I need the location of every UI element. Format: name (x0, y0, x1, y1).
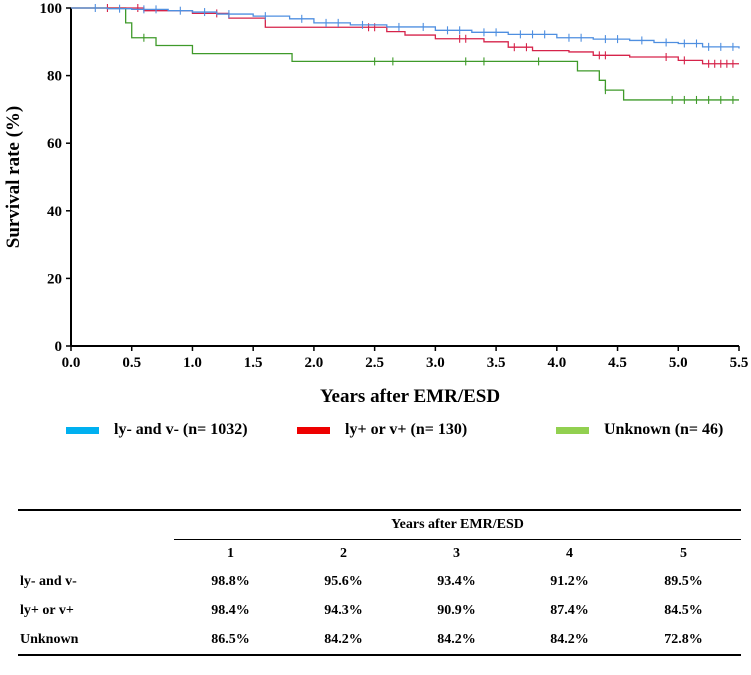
legend-item-ly-v-neg: ly- and v- (n= 1032) (66, 421, 248, 439)
y-tick-label: 20 (47, 271, 62, 287)
table-cell: 90.9% (437, 602, 476, 618)
y-tick-label: 100 (40, 1, 63, 17)
chart-legend: ly- and v- (n= 1032) ly+ or v+ (n= 130) … (0, 421, 751, 445)
x-tick-label: 2.0 (305, 355, 324, 371)
table-cell: 98.8% (211, 573, 250, 589)
table-group-header-row: Years after EMR/ESD (18, 510, 741, 540)
x-tick-label: 3.0 (426, 355, 445, 371)
table-year-header: 4 (566, 545, 573, 561)
survival-curve-line (71, 7, 739, 101)
survival-table: Years after EMR/ESD 1 2 3 4 5 ly- and v-… (18, 509, 741, 656)
y-tick-label: 60 (47, 136, 62, 152)
table-cell: 95.6% (324, 573, 363, 589)
chart-axes: 0.0 0.5 1.0 1.5 2.0 2.5 3.0 3.5 4.0 4.5 5.0 5.5 0 20 4… (40, 1, 749, 371)
x-tick-label: 5.5 (730, 355, 749, 371)
table-cell: 93.4% (437, 573, 476, 589)
x-tick-label: 3.5 (487, 355, 506, 371)
table-cell: 84.2% (437, 631, 476, 647)
series-0 (71, 4, 740, 51)
table-row: Unknown 86.5% 84.2% 84.2% 84.2% 72.8% (18, 625, 741, 655)
table-year-header-row: 1 2 3 4 5 (18, 540, 741, 568)
legend-label: ly- and v- (n= 1032) (114, 421, 248, 438)
legend-swatch-blue (66, 426, 99, 434)
table-row-label: Unknown (20, 631, 79, 647)
table-cell: 98.4% (211, 602, 250, 618)
x-tick-label: 0.5 (122, 355, 141, 371)
table-cell: 87.4% (550, 602, 589, 618)
y-axis-title: Survival rate (%) (3, 106, 24, 248)
table-row-label: ly+ or v+ (20, 602, 74, 618)
table-cell: 91.2% (550, 573, 589, 589)
x-tick-label: 0.0 (62, 355, 81, 371)
x-tick-label: 1.0 (183, 355, 202, 371)
table-row-label: ly- and v- (20, 573, 77, 589)
survival-curve-line (71, 7, 740, 49)
table-cell: 89.5% (664, 573, 703, 589)
legend-label: Unknown (n= 46) (604, 421, 724, 438)
x-axis-title: Years after EMR/ESD (320, 386, 500, 407)
x-tick-label: 1.5 (244, 355, 263, 371)
table-cell: 86.5% (211, 631, 250, 647)
y-tick-label: 80 (47, 69, 62, 85)
legend-label: ly+ or v+ (n= 130) (345, 421, 468, 438)
table-corner-cell (18, 510, 174, 540)
table-group-header: Years after EMR/ESD (174, 510, 741, 540)
x-tick-label: 4.0 (547, 355, 566, 371)
table-row: ly+ or v+ 98.4% 94.3% 90.9% 87.4% 84.5% (18, 596, 741, 625)
table-cell: 84.5% (664, 602, 703, 618)
table-cell: 84.2% (550, 631, 589, 647)
legend-item-unknown: Unknown (n= 46) (556, 421, 723, 439)
table-year-header: 3 (453, 545, 460, 561)
survival-chart: 0.0 0.5 1.0 1.5 2.0 2.5 3.0 3.5 4.0 4.5 5.0 5.5 0 20 4… (3, 1, 749, 407)
y-tick-label: 40 (47, 204, 62, 220)
table-cell: 94.3% (324, 602, 363, 618)
x-tick-label: 4.5 (608, 355, 627, 371)
chart-series-layer (71, 4, 740, 104)
table-row: ly- and v- 98.8% 95.6% 93.4% 91.2% 89.5% (18, 567, 741, 596)
series-2 (71, 7, 739, 104)
table-cell: 72.8% (664, 631, 703, 647)
x-tick-label: 5.0 (669, 355, 688, 371)
legend-swatch-green (556, 426, 589, 434)
y-tick-label: 0 (55, 339, 63, 355)
survival-curve-line (71, 7, 739, 65)
table-cell: 84.2% (324, 631, 363, 647)
table-year-header: 2 (340, 545, 347, 561)
table-year-header: 5 (680, 545, 687, 561)
legend-item-ly-v-pos: ly+ or v+ (n= 130) (297, 421, 467, 439)
legend-swatch-red (297, 426, 330, 434)
series-1 (71, 4, 739, 68)
table-year-header: 1 (227, 545, 234, 561)
x-tick-label: 2.5 (365, 355, 384, 371)
